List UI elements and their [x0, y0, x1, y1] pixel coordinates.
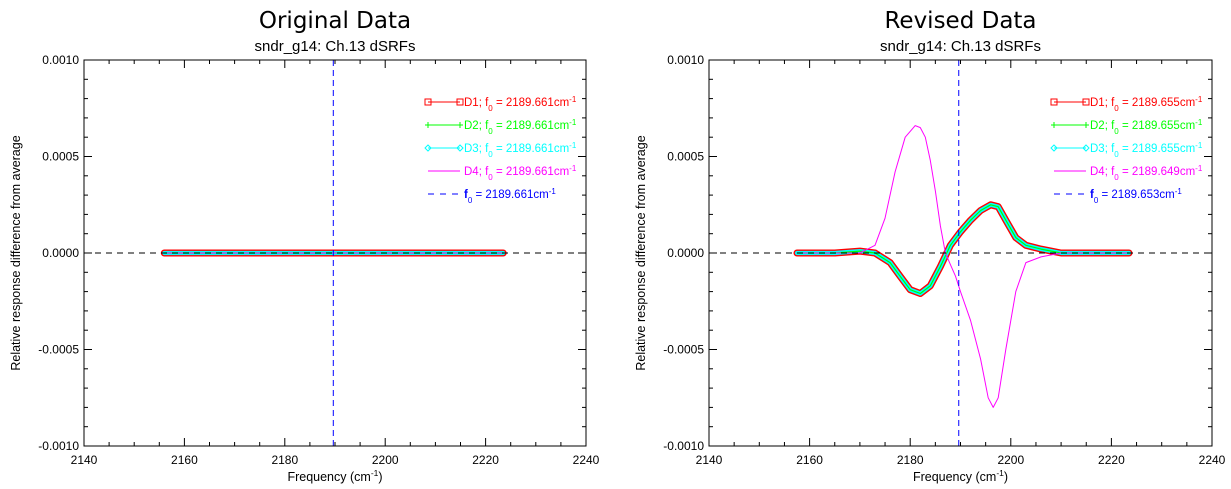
y-tick-label: -0.0010: [663, 439, 704, 453]
x-axis-label: Frequency (cm-1): [913, 468, 1008, 484]
legend-marker-diamond: [1082, 144, 1090, 152]
legend-marker-square: [456, 98, 464, 106]
series-line-d2: [796, 204, 1130, 295]
x-tick-label: 2180: [271, 453, 298, 467]
legend-label-d4: D4; f0 = 2189.649cm-1: [1090, 164, 1203, 182]
series-line-d1: [793, 201, 1133, 297]
legend-label-d3: D3; f0 = 2189.661cm-1: [464, 141, 577, 159]
legend-label-d4: D4; f0 = 2189.661cm-1: [464, 164, 577, 182]
x-tick-label: 2220: [1098, 453, 1125, 467]
legend-marker-square: [1082, 98, 1090, 106]
x-axis-label: Frequency (cm-1): [287, 468, 382, 484]
x-tick-label: 2180: [897, 453, 924, 467]
legend-label-d3: D3; f0 = 2189.655cm-1: [1090, 141, 1203, 159]
x-tick-label: 2140: [71, 453, 98, 467]
y-tick-label: 0.0010: [42, 53, 79, 67]
x-tick-label: 2140: [696, 453, 723, 467]
legend-marker-square: [424, 98, 432, 106]
x-tick-label: 2160: [171, 453, 198, 467]
y-tick-label: -0.0005: [38, 343, 79, 357]
legend-label-d2: D2; f0 = 2189.655cm-1: [1090, 118, 1203, 136]
y-tick-label: -0.0010: [38, 439, 79, 453]
chart-subtitle: sndr_g14: Ch.13 dSRFs: [880, 38, 1041, 55]
y-tick-label: 0.0005: [667, 150, 704, 164]
legend-label-center-frequency: f0 = 2189.661cm-1: [464, 187, 556, 205]
chart-title: Original Data: [259, 8, 411, 34]
x-tick-label: 2220: [472, 453, 499, 467]
y-axis-label: Relative response difference from averag…: [634, 135, 648, 370]
legend-marker-diamond: [456, 144, 464, 152]
chart-panel-original: Original Data sndr_g14: Ch.13 dSRFs 2140 21…: [9, 8, 600, 484]
y-tick-label: 0.0000: [42, 246, 79, 260]
legend-label-d2: D2; f0 = 2189.661cm-1: [464, 118, 577, 136]
legend-marker-diamond: [1050, 144, 1058, 152]
legend-label-center-frequency: f0 = 2189.653cm-1: [1090, 187, 1182, 205]
series-group: [793, 125, 1133, 408]
legend-marker-diamond: [424, 144, 432, 152]
chart-subtitle: sndr_g14: Ch.13 dSRFs: [255, 38, 416, 55]
chart-panel-revised: Revised Data sndr_g14: Ch.13 dSRFs 2140 216…: [634, 8, 1226, 484]
y-axis-label: Relative response difference from averag…: [9, 135, 23, 370]
x-tick-label: 2200: [372, 453, 399, 467]
series-line-d4: [796, 125, 1130, 408]
legend-label-d1: D1; f0 = 2189.661cm-1: [464, 95, 577, 113]
y-tick-label: 0.0000: [667, 246, 704, 260]
x-tick-label: 2200: [997, 453, 1024, 467]
chart-title: Revised Data: [884, 8, 1036, 34]
x-tick-label: 2240: [1199, 453, 1226, 467]
legend-marker-square: [1050, 98, 1058, 106]
y-tick-label: -0.0005: [663, 343, 704, 357]
x-tick-label: 2160: [796, 453, 823, 467]
legend: D1; f0 = 2189.661cm-1 D2; f0 = 2189.661cm…: [424, 95, 577, 205]
plot-frame: [708, 59, 1213, 447]
legend-label-d1: D1; f0 = 2189.655cm-1: [1090, 95, 1203, 113]
y-tick-label: 0.0005: [42, 150, 79, 164]
legend: D1; f0 = 2189.655cm-1 D2; f0 = 2189.655cm…: [1050, 95, 1203, 205]
x-tick-label: 2240: [573, 453, 600, 467]
y-tick-label: 0.0010: [667, 53, 704, 67]
